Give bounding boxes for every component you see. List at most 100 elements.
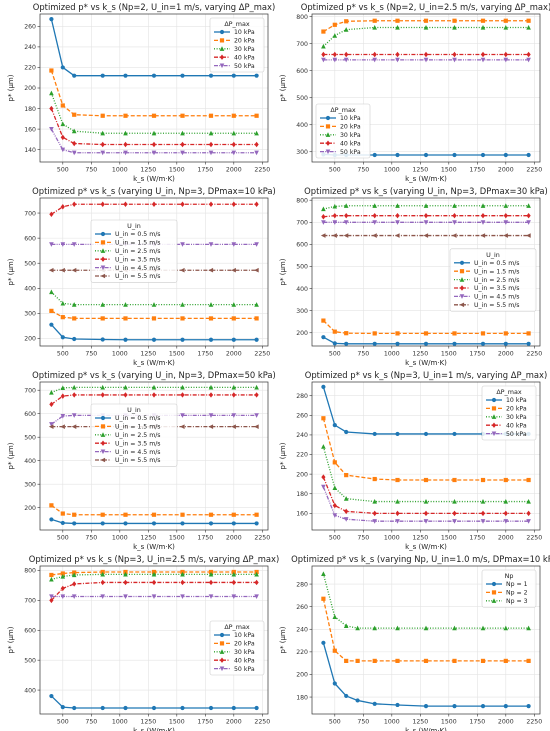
data-point [100,73,105,78]
data-point [423,499,429,504]
data-point [123,512,128,517]
series-line [322,418,529,481]
data-point [332,614,338,619]
legend-title: ΔP_max [496,388,522,396]
data-point [60,705,65,710]
data-point [72,336,77,342]
data-point [395,625,400,631]
data-point [503,519,509,524]
data-point [60,594,66,600]
x-tick-label: 1500 [169,167,185,174]
series-3 [321,444,531,504]
data-point [231,392,236,398]
series-3 [49,289,259,307]
legend-label: U_in = 4.5 m/s [115,449,161,456]
data-point [180,413,185,418]
data-point [372,510,377,517]
data-point [503,51,508,58]
data-point [321,57,326,63]
data-point [123,130,128,136]
data-point [503,203,509,208]
data-point [503,658,508,664]
data-point [254,130,259,136]
data-point [321,318,326,323]
data-point [60,335,65,340]
data-point [332,460,337,465]
data-point [423,625,429,631]
data-point [526,625,531,631]
chart-title: Optimized p* vs k_s (varying U_in, Np=3,… [32,370,276,380]
data-point [123,73,128,78]
legend-box [449,248,537,312]
data-point [231,705,236,711]
x-tick-label: 750 [357,167,369,174]
x-tick-label: 1000 [384,167,400,174]
data-point [208,242,214,247]
legend-swatch-marker [459,277,465,282]
data-point [151,594,157,600]
data-point [452,220,457,225]
data-point [526,499,531,504]
x-axis-label: k_s (W/m·K) [405,543,447,551]
x-tick-label: 1750 [469,167,485,174]
x-tick-label: 2000 [226,351,242,358]
series-line [51,394,257,405]
data-point [372,658,377,664]
data-point [372,476,377,482]
legend-label: 50 kPa [340,149,361,156]
y-tick-label: 260 [296,604,308,611]
chart-panel-3: Optimized p* vs k_s (varying U_in, Np=3,… [7,186,276,367]
data-point [452,331,457,336]
legend-label: U_in = 2.5 m/s [474,277,520,284]
data-point [49,17,54,22]
legend-label: U_in = 1.5 m/s [115,424,161,431]
legend-box [90,403,178,467]
legend-label: U_in = 0.5 m/s [115,415,161,422]
data-point [480,152,486,158]
series-line [51,573,257,581]
series-line [50,324,257,341]
data-point [100,571,106,577]
legend-label: 10 kPa [340,115,361,122]
x-tick-label: 750 [85,719,97,726]
data-point [60,267,65,273]
data-point [49,127,54,132]
x-axis-label: k_s (W/m·K) [405,175,447,183]
data-point [71,594,77,600]
data-point [395,477,400,483]
data-point [526,519,531,524]
x-tick-label: 2250 [254,535,270,542]
legend-label: 30 kPa [234,649,255,656]
data-point [208,113,214,118]
chart-panel-7: Optimized p* vs k_s (Np=3, U_in=2.5 m/s,… [7,554,279,731]
data-point [254,384,259,390]
data-point [231,130,237,136]
series-line [51,310,257,320]
data-point [180,141,185,148]
y-tick-label: 160 [24,126,36,133]
series-line [51,518,257,525]
data-point [180,571,185,577]
data-point [372,431,377,437]
x-tick-label: 1000 [112,719,128,726]
data-point [100,384,106,390]
data-point [452,519,457,524]
y-tick-label: 220 [24,65,36,72]
x-axis-label: k_s (W/m·K) [133,543,175,551]
chart-title: Optimized p* vs k_s (varying Np, U_in=1.… [291,554,550,564]
data-point [526,510,531,517]
series-4 [321,212,531,220]
y-tick-label: 200 [296,330,308,337]
data-point [344,19,349,24]
data-point [100,302,106,307]
legend-swatch-marker [100,265,106,271]
data-point [231,113,236,118]
data-point [72,316,77,321]
data-point [423,519,429,524]
x-tick-label: 1750 [197,351,213,358]
series-line [51,386,257,394]
data-point [180,384,185,390]
legend-swatch-marker [219,649,225,654]
y-tick-label: 240 [24,44,36,51]
y-tick-label: 200 [24,505,36,512]
